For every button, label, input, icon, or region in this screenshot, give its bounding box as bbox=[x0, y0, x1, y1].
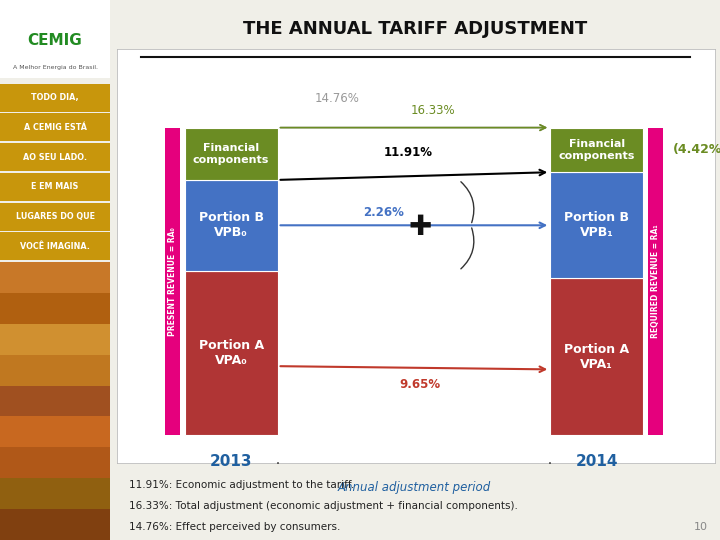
Bar bbox=[0, 478, 110, 509]
Bar bbox=[0, 355, 110, 386]
Text: Portion A
VPA₀: Portion A VPA₀ bbox=[199, 339, 264, 367]
Text: LUGARES DO QUE: LUGARES DO QUE bbox=[16, 212, 94, 221]
Bar bbox=[0, 293, 110, 323]
Bar bbox=[0, 202, 110, 231]
Text: 11.91%: Economic adjustment to the tariff.: 11.91%: Economic adjustment to the tarif… bbox=[130, 480, 355, 490]
Text: Portion B
VPB₀: Portion B VPB₀ bbox=[199, 211, 264, 239]
Text: 14.76%: 14.76% bbox=[315, 92, 360, 105]
Text: A CEMIG ESTÁ: A CEMIG ESTÁ bbox=[24, 123, 86, 132]
Text: ✚: ✚ bbox=[408, 213, 431, 241]
Text: Annual adjustment period: Annual adjustment period bbox=[337, 481, 490, 494]
Text: 2014: 2014 bbox=[575, 454, 618, 469]
Text: A Melhor Energia do Brasil.: A Melhor Energia do Brasil. bbox=[12, 65, 98, 70]
Text: AO SEU LADO.: AO SEU LADO. bbox=[23, 153, 87, 161]
Bar bbox=[0, 232, 110, 260]
Text: TODO DIA,: TODO DIA, bbox=[31, 93, 79, 102]
Bar bbox=[0, 84, 110, 112]
Bar bbox=[0, 113, 110, 141]
Text: 16.33%: 16.33% bbox=[411, 104, 456, 117]
Text: 14.76%: Effect perceived by consumers.: 14.76%: Effect perceived by consumers. bbox=[130, 522, 341, 532]
Text: (4.42%): (4.42%) bbox=[673, 144, 720, 157]
Bar bbox=[0, 509, 110, 540]
Text: Portion A
VPA₁: Portion A VPA₁ bbox=[564, 343, 629, 371]
Text: CEMIG: CEMIG bbox=[27, 33, 83, 48]
Text: E EM MAIS: E EM MAIS bbox=[32, 183, 78, 191]
Text: Financial
components: Financial components bbox=[193, 143, 269, 165]
Text: 2.26%: 2.26% bbox=[364, 206, 405, 219]
Bar bbox=[0, 173, 110, 201]
Bar bbox=[0, 416, 110, 447]
Bar bbox=[550, 279, 643, 435]
Bar bbox=[0, 262, 110, 293]
Text: 11.91%: 11.91% bbox=[383, 146, 433, 159]
Bar bbox=[0, 323, 110, 355]
Bar bbox=[0, 447, 110, 478]
Text: 2013: 2013 bbox=[210, 454, 253, 469]
Bar bbox=[550, 127, 643, 172]
Text: 9.65%: 9.65% bbox=[400, 378, 441, 391]
Text: REQUIRED REVENUE = RA₁: REQUIRED REVENUE = RA₁ bbox=[651, 225, 660, 339]
Text: 16.33%: Total adjustment (economic adjustment + financial components).: 16.33%: Total adjustment (economic adjus… bbox=[130, 501, 518, 511]
Text: THE ANNUAL TARIFF ADJUSTMENT: THE ANNUAL TARIFF ADJUSTMENT bbox=[243, 20, 588, 38]
Text: 10: 10 bbox=[694, 522, 708, 532]
Bar bbox=[648, 127, 663, 435]
Text: Financial
components: Financial components bbox=[559, 139, 635, 161]
Bar bbox=[0, 386, 110, 416]
Text: Portion B
VPB₁: Portion B VPB₁ bbox=[564, 211, 629, 239]
Text: VOCÊ IMAGINA.: VOCÊ IMAGINA. bbox=[20, 242, 90, 251]
Bar bbox=[185, 180, 278, 271]
Bar bbox=[185, 271, 278, 435]
Bar bbox=[185, 127, 278, 180]
Text: PRESENT REVENUE = RA₀: PRESENT REVENUE = RA₀ bbox=[168, 227, 177, 336]
Bar bbox=[165, 127, 180, 435]
Bar bbox=[0, 143, 110, 171]
Bar bbox=[550, 172, 643, 279]
Bar bbox=[0, 0, 110, 78]
